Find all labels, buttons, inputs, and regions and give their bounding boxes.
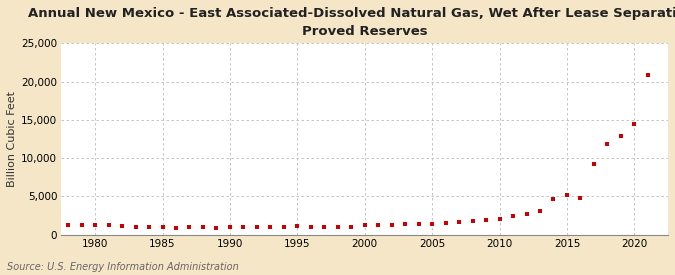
Title: Annual New Mexico - East Associated-Dissolved Natural Gas, Wet After Lease Separ: Annual New Mexico - East Associated-Diss… bbox=[28, 7, 675, 38]
Point bbox=[440, 221, 451, 225]
Point bbox=[117, 224, 128, 229]
Point bbox=[386, 223, 397, 227]
Point bbox=[157, 225, 168, 229]
Point bbox=[279, 224, 290, 229]
Point bbox=[548, 197, 559, 202]
Point bbox=[144, 225, 155, 229]
Point bbox=[562, 192, 572, 197]
Point bbox=[629, 122, 640, 127]
Point bbox=[359, 223, 370, 228]
Point bbox=[346, 224, 356, 229]
Y-axis label: Billion Cubic Feet: Billion Cubic Feet bbox=[7, 91, 17, 187]
Point bbox=[305, 224, 316, 229]
Point bbox=[373, 223, 383, 228]
Point bbox=[76, 223, 87, 227]
Point bbox=[454, 220, 464, 225]
Text: Source: U.S. Energy Information Administration: Source: U.S. Energy Information Administ… bbox=[7, 262, 238, 272]
Point bbox=[252, 225, 263, 230]
Point bbox=[467, 219, 478, 224]
Point bbox=[211, 226, 222, 230]
Point bbox=[171, 226, 182, 230]
Point bbox=[643, 73, 653, 78]
Point bbox=[63, 222, 74, 227]
Point bbox=[103, 223, 114, 228]
Point bbox=[575, 196, 586, 200]
Point bbox=[332, 224, 343, 229]
Point bbox=[521, 212, 532, 216]
Point bbox=[616, 134, 626, 138]
Point bbox=[535, 209, 545, 213]
Point bbox=[292, 224, 302, 229]
Point bbox=[319, 224, 329, 229]
Point bbox=[427, 221, 437, 226]
Point bbox=[238, 225, 249, 230]
Point bbox=[184, 225, 195, 230]
Point bbox=[198, 225, 209, 229]
Point bbox=[589, 162, 599, 166]
Point bbox=[225, 225, 236, 230]
Point bbox=[90, 222, 101, 227]
Point bbox=[49, 223, 60, 228]
Point bbox=[508, 214, 518, 218]
Point bbox=[481, 218, 491, 222]
Point bbox=[400, 222, 410, 227]
Point bbox=[602, 142, 613, 147]
Point bbox=[494, 216, 505, 221]
Point bbox=[130, 224, 141, 229]
Point bbox=[413, 222, 424, 226]
Point bbox=[265, 225, 276, 229]
